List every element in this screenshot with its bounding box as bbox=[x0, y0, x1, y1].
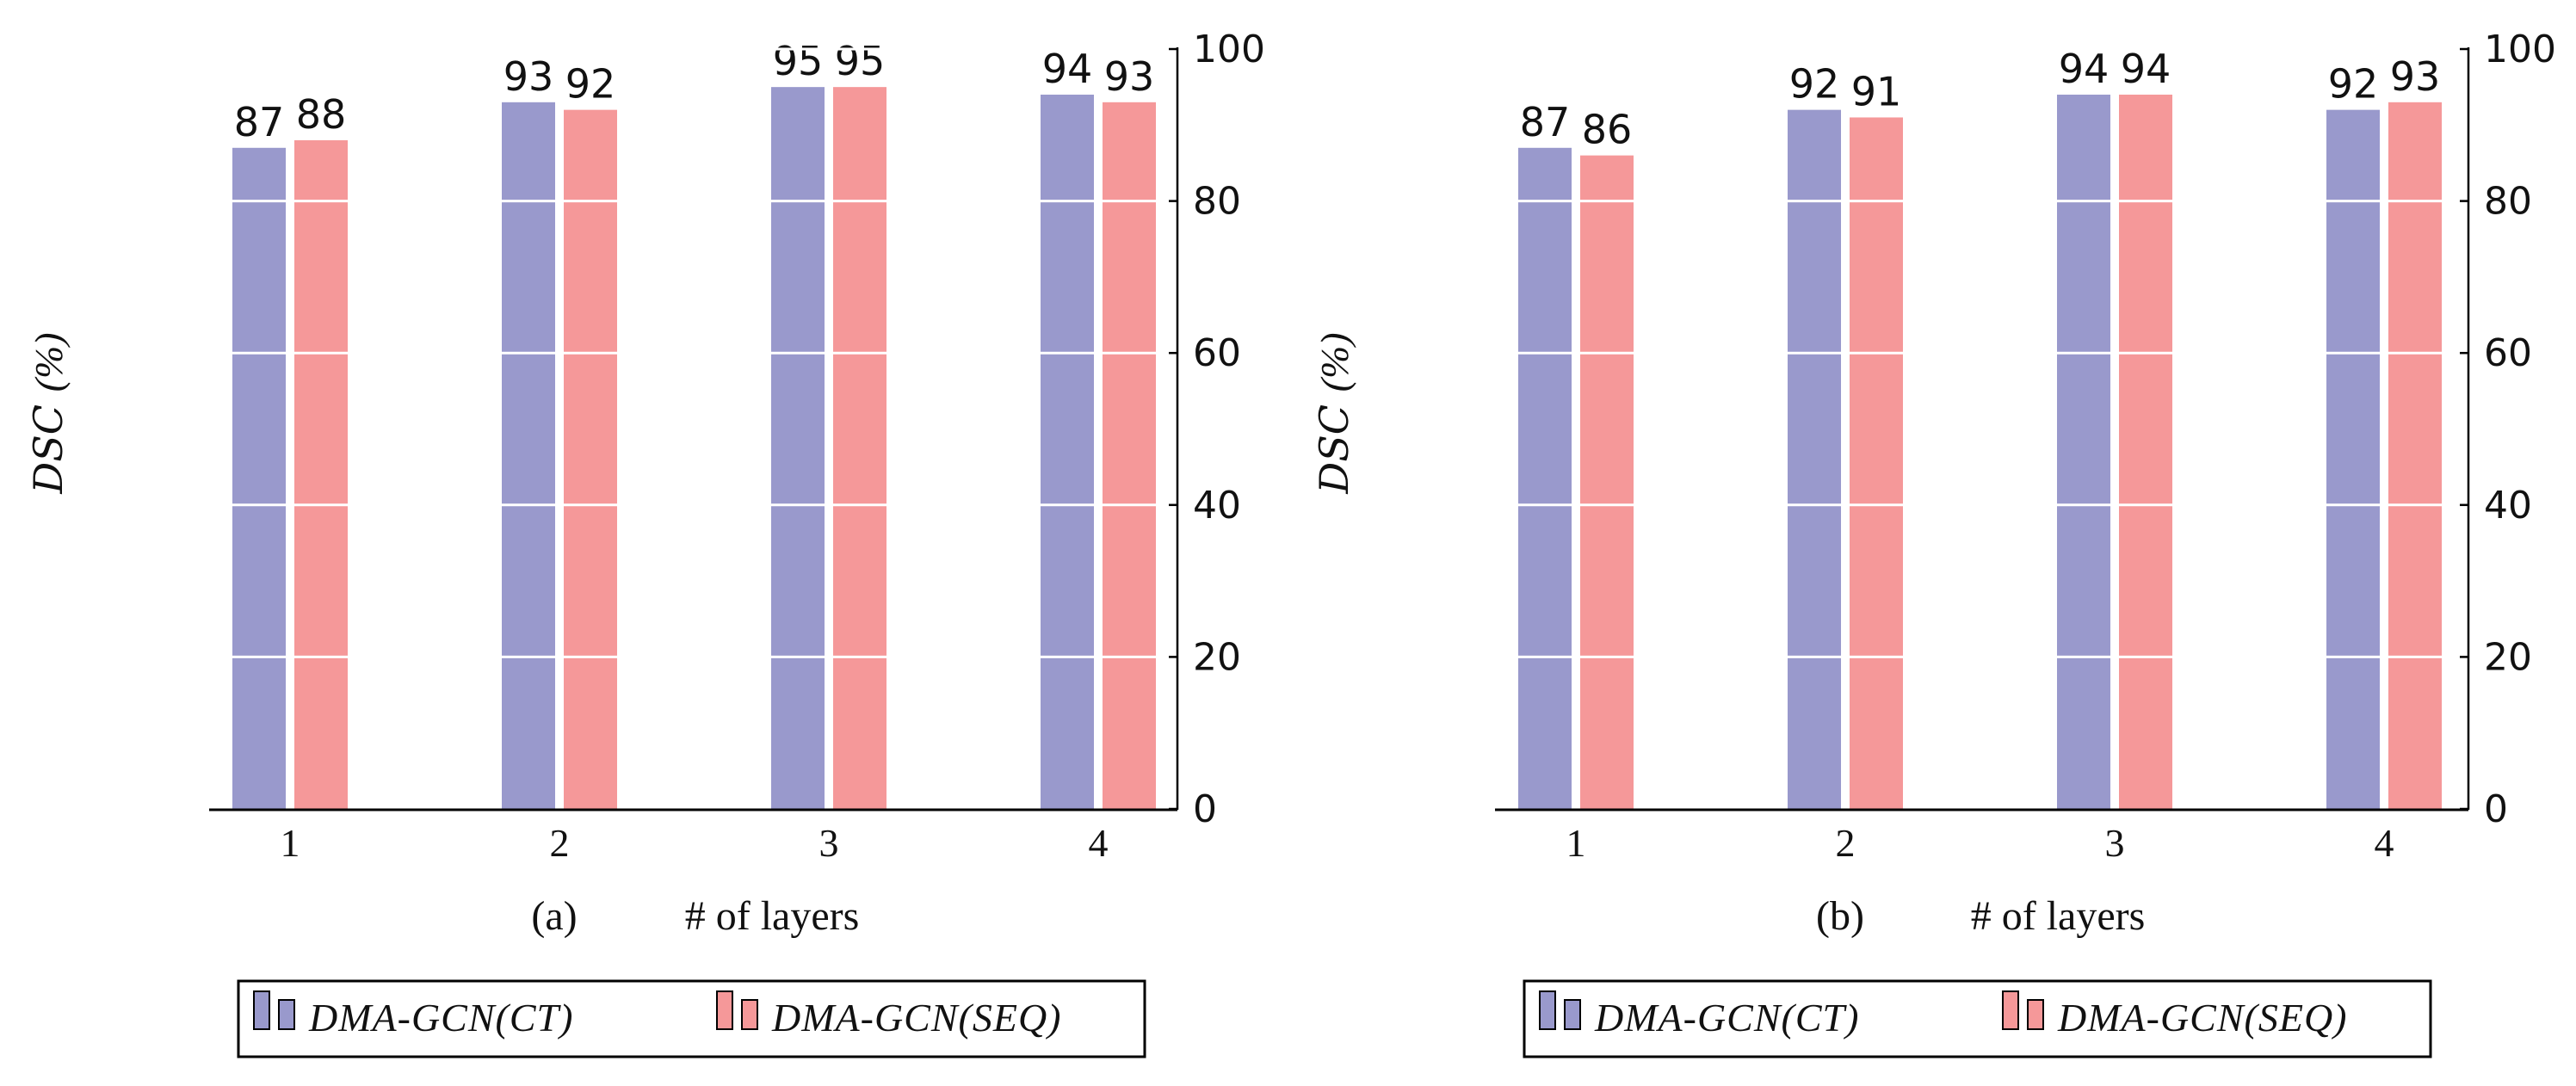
legend-box bbox=[1523, 979, 2432, 1058]
data-label: 86 bbox=[1582, 107, 1633, 153]
bar-ct-layer-4 bbox=[1041, 94, 1094, 810]
y-tick-label: 20 bbox=[1193, 635, 1241, 679]
bar-seq-layer-2 bbox=[564, 109, 617, 809]
y-tick-label: 80 bbox=[1193, 180, 1241, 224]
legend-label: DMA-GCN(CT) bbox=[1594, 996, 1859, 1040]
data-label: 87 bbox=[1520, 99, 1571, 145]
x-tick-label: 4 bbox=[1089, 821, 1109, 865]
data-label: 95 bbox=[773, 38, 824, 84]
x-axis-title: # of layers bbox=[685, 893, 860, 939]
bar-ct-layer-3 bbox=[2057, 94, 2110, 810]
x-tick-label: 2 bbox=[1836, 821, 1856, 865]
y-axis-title-metric: DSC bbox=[25, 392, 71, 494]
y-tick-label: 40 bbox=[2484, 484, 2532, 528]
bar-ct-layer-1 bbox=[1518, 147, 1572, 810]
x-tick-label: 2 bbox=[550, 821, 570, 865]
bar-ct-layer-4 bbox=[2326, 109, 2380, 809]
panel-label: (b) bbox=[1816, 893, 1864, 939]
bar-ct-layer-1 bbox=[232, 147, 286, 810]
data-label: 93 bbox=[2390, 53, 2441, 100]
legend-swatch-short bbox=[741, 999, 758, 1030]
bar-seq-layer-1 bbox=[294, 139, 348, 809]
y-tick-label: 0 bbox=[1193, 787, 1217, 831]
bar-ct-layer-3 bbox=[771, 87, 825, 809]
x-tick-label: 3 bbox=[819, 821, 839, 865]
data-label: 91 bbox=[1851, 68, 1902, 114]
legend-label: DMA-GCN(SEQ) bbox=[2057, 996, 2348, 1040]
bar-seq-layer-4 bbox=[1103, 102, 1156, 809]
bar-seq-layer-2 bbox=[1850, 117, 1903, 810]
data-label: 94 bbox=[2121, 46, 2171, 92]
data-label: 92 bbox=[565, 61, 616, 108]
y-tick-label: 100 bbox=[2484, 28, 2556, 71]
legend-label: DMA-GCN(CT) bbox=[308, 996, 573, 1040]
legend-box bbox=[237, 979, 1146, 1058]
data-label: 88 bbox=[296, 91, 347, 138]
y-tick-label: 60 bbox=[2484, 331, 2532, 375]
data-label: 94 bbox=[2059, 46, 2110, 92]
legend-swatch-short bbox=[1564, 999, 1581, 1030]
legend-swatch-tall bbox=[716, 990, 733, 1030]
y-tick-label: 80 bbox=[2484, 180, 2532, 224]
y-axis-title-unit: (%) bbox=[1313, 332, 1356, 392]
y-axis-title: DSC (%) bbox=[1311, 332, 1357, 494]
x-tick-label: 1 bbox=[1566, 821, 1586, 865]
x-tick-label: 1 bbox=[281, 821, 300, 865]
bar-ct-layer-2 bbox=[502, 102, 555, 809]
y-tick-label: 40 bbox=[1193, 484, 1241, 528]
data-label: 93 bbox=[1104, 53, 1155, 100]
legend-swatch-short bbox=[2027, 999, 2044, 1030]
y-axis-title-metric: DSC bbox=[1311, 392, 1357, 494]
legend-label: DMA-GCN(SEQ) bbox=[771, 996, 1062, 1040]
bar-seq-layer-3 bbox=[833, 87, 886, 809]
legend-swatch-short bbox=[278, 999, 295, 1030]
y-tick-label: 0 bbox=[2484, 787, 2508, 831]
y-axis-title: DSC (%) bbox=[25, 332, 71, 494]
data-label: 87 bbox=[234, 99, 285, 145]
legend-swatch-tall bbox=[1539, 990, 1556, 1030]
legend-swatch-tall bbox=[253, 990, 270, 1030]
y-tick-label: 60 bbox=[1193, 331, 1241, 375]
panel-label: (a) bbox=[531, 893, 577, 939]
bar-seq-layer-4 bbox=[2388, 102, 2442, 809]
data-label: 92 bbox=[2328, 61, 2379, 108]
bar-seq-layer-3 bbox=[2119, 94, 2172, 810]
x-axis-title: # of layers bbox=[1971, 893, 2146, 939]
data-label: 94 bbox=[1042, 46, 1093, 92]
x-tick-label: 3 bbox=[2105, 821, 2125, 865]
y-axis-title-unit: (%) bbox=[27, 332, 71, 392]
legend-swatch-tall bbox=[2002, 990, 2019, 1030]
bar-ct-layer-2 bbox=[1788, 109, 1841, 809]
x-tick-label: 4 bbox=[2375, 821, 2394, 865]
bar-seq-layer-1 bbox=[1580, 155, 1634, 809]
y-tick-label: 20 bbox=[2484, 635, 2532, 679]
data-label: 95 bbox=[835, 38, 886, 84]
data-label: 92 bbox=[1789, 61, 1840, 108]
data-label: 93 bbox=[503, 53, 554, 100]
y-tick-label: 100 bbox=[1193, 28, 1265, 71]
